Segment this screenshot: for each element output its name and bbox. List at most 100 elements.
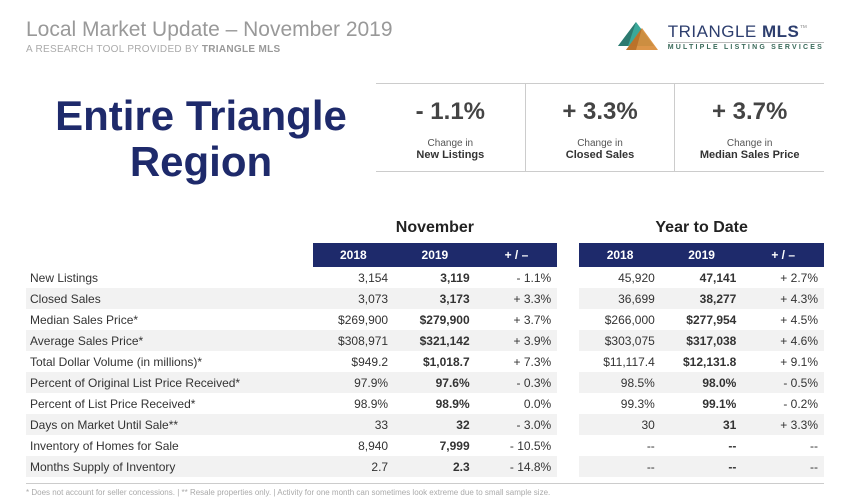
metric-label: Change in [380,132,521,149]
metric-label: Change in [679,132,820,149]
row-label: Days on Market Until Sale** [26,414,313,435]
table-row: Average Sales Price*$308,971$321,142+ 3.… [26,330,824,351]
row-label: Closed Sales [26,288,313,309]
cell: + 4.5% [742,309,824,330]
table-row: Inventory of Homes for Sale8,9407,999- 1… [26,435,824,456]
metric-closed-sales: + 3.3% Change in Closed Sales [525,84,675,172]
metric-label-bold: New Listings [380,149,521,161]
cell: 45,920 [579,267,661,288]
row-label: Percent of List Price Received* [26,393,313,414]
cell: 33 [313,414,395,435]
table-head: November Year to Date 2018 2019 + / – 20… [26,213,824,267]
cell: -- [661,456,743,477]
cell: 98.5% [579,372,661,393]
key-metrics: - 1.1% Change in New Listings + 3.3% Cha… [376,83,824,172]
hero-section: Entire Triangle Region - 1.1% Change in … [26,83,824,195]
table-row: Percent of List Price Received*98.9%98.9… [26,393,824,414]
cell: 99.3% [579,393,661,414]
table-row: Percent of Original List Price Received*… [26,372,824,393]
logo-main: TRIANGLE MLS™ [668,22,824,42]
cell: $303,075 [579,330,661,351]
cell: 31 [661,414,743,435]
cell: 47,141 [661,267,743,288]
cell: 7,999 [394,435,476,456]
cell: $308,971 [313,330,395,351]
logo: TRIANGLE MLS™ MULTIPLE LISTING SERVICES [612,18,824,54]
report-title: Local Market Update – November 2019 [26,18,393,42]
cell: + 2.7% [742,267,824,288]
cell: $269,900 [313,309,395,330]
cell: 3,073 [313,288,395,309]
cell: $11,117.4 [579,351,661,372]
table-row: New Listings3,1543,119- 1.1% 45,92047,141… [26,267,824,288]
cell: 2.3 [394,456,476,477]
row-label: Average Sales Price* [26,330,313,351]
row-label: New Listings [26,267,313,288]
footnote: * Does not account for seller concession… [26,483,824,497]
table-row: Median Sales Price*$269,900$279,900+ 3.7… [26,309,824,330]
metric-value: - 1.1% [380,90,521,132]
cell: 30 [579,414,661,435]
cell: $266,000 [579,309,661,330]
cell: $279,900 [394,309,476,330]
period-header-b: Year to Date [579,213,824,243]
cell: $277,954 [661,309,743,330]
cell: - 0.3% [476,372,558,393]
col-2018: 2018 [313,243,395,267]
metric-label-bold: Median Sales Price [679,149,820,161]
period-header-a: November [313,213,558,243]
cell: 99.1% [661,393,743,414]
data-table: November Year to Date 2018 2019 + / – 20… [26,213,824,477]
col-2019: 2019 [661,243,743,267]
cell: + 3.9% [476,330,558,351]
metric-label-bold: Closed Sales [530,149,671,161]
table-row: Closed Sales3,0733,173+ 3.3%36,69938,277… [26,288,824,309]
cell: + 9.1% [742,351,824,372]
table-row: Months Supply of Inventory2.72.3- 14.8%-… [26,456,824,477]
header-left: Local Market Update – November 2019 A RE… [26,18,393,55]
data-table-area: November Year to Date 2018 2019 + / – 20… [26,213,824,477]
cell: -- [742,456,824,477]
cell: 8,940 [313,435,395,456]
col-2019: 2019 [394,243,476,267]
cell: 97.6% [394,372,476,393]
table-row: Days on Market Until Sale**3332- 3.0% 303… [26,414,824,435]
table-row: Total Dollar Volume (in millions)*$949.2… [26,351,824,372]
logo-subtitle: MULTIPLE LISTING SERVICES [668,42,824,51]
cell: 38,277 [661,288,743,309]
row-label: Inventory of Homes for Sale [26,435,313,456]
table-body: New Listings3,1543,119- 1.1% 45,92047,141… [26,267,824,477]
cell: - 0.2% [742,393,824,414]
cell: -- [579,456,661,477]
metric-value: + 3.7% [679,90,820,132]
logo-text: TRIANGLE MLS™ MULTIPLE LISTING SERVICES [668,22,824,51]
triangle-logo-icon [612,18,662,54]
cell: - 3.0% [476,414,558,435]
cell: + 7.3% [476,351,558,372]
cell: -- [579,435,661,456]
row-label: Total Dollar Volume (in millions)* [26,351,313,372]
col-change: + / – [742,243,824,267]
cell: - 10.5% [476,435,558,456]
row-label: Percent of Original List Price Received* [26,372,313,393]
cell: $12,131.8 [661,351,743,372]
metric-median-price: + 3.7% Change in Median Sales Price [674,84,824,172]
cell: 3,154 [313,267,395,288]
cell: 98.9% [394,393,476,414]
col-change: + / – [476,243,558,267]
cell: 98.9% [313,393,395,414]
cell: 2.7 [313,456,395,477]
cell: - 0.5% [742,372,824,393]
cell: + 3.3% [742,414,824,435]
cell: 3,119 [394,267,476,288]
col-2018: 2018 [579,243,661,267]
cell: $949.2 [313,351,395,372]
cell: - 1.1% [476,267,558,288]
cell: 0.0% [476,393,558,414]
metric-value: + 3.3% [530,90,671,132]
cell: 98.0% [661,372,743,393]
cell: $321,142 [394,330,476,351]
cell: + 3.3% [476,288,558,309]
metric-label: Change in [530,132,671,149]
cell: 32 [394,414,476,435]
